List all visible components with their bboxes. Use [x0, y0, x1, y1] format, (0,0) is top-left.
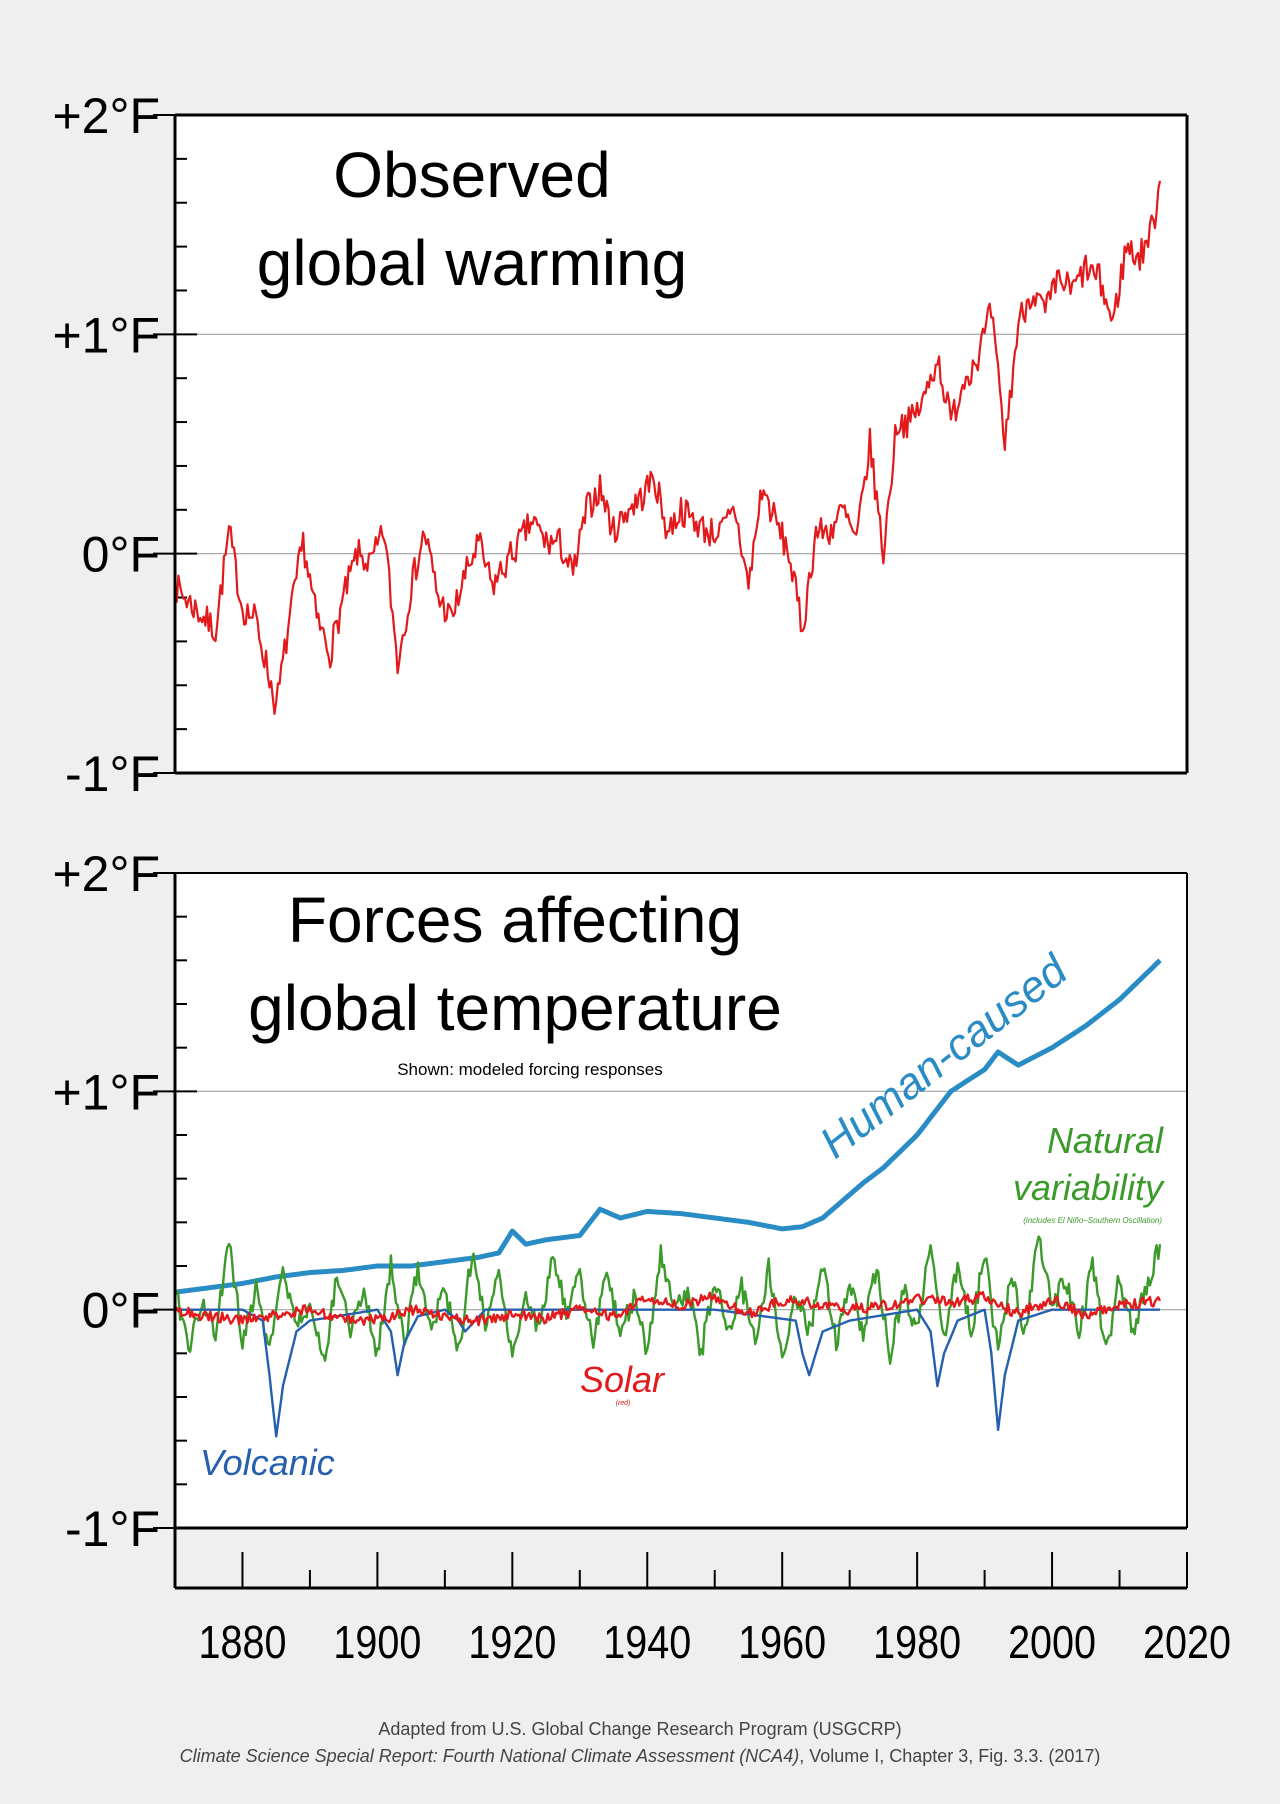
solar-series-line: [174, 1290, 1162, 1327]
x-tick-label: 2020: [1143, 1616, 1231, 1668]
solar-label: Solar: [580, 1359, 666, 1400]
natural-label-line1: Natural: [1047, 1120, 1164, 1161]
chart-title-line1: Forces affecting: [288, 884, 742, 956]
observed-warming-panel: +2°F +1°F 0°F -1°F Observed global warming: [52, 88, 1189, 802]
credit-line2: Climate Science Special Report: Fourth N…: [180, 1746, 1101, 1766]
x-tick-label: 2000: [1008, 1616, 1096, 1668]
forces-panel: +2°F +1°F 0°F -1°F Forces affecting global …: [52, 846, 1231, 1668]
y-tick-label: -1°F: [65, 746, 160, 802]
credit-citation: , Volume I, Chapter 3, Fig. 3.3. (2017): [799, 1746, 1100, 1766]
chart-title-line1: Observed: [333, 139, 610, 211]
credit-publication: Climate Science Special Report: Fourth N…: [180, 1746, 800, 1766]
y-tick-label: 0°F: [82, 527, 160, 583]
volcanic-label: Volcanic: [200, 1442, 335, 1483]
natural-label-note: (includes El Niño–Southern Oscillation): [1023, 1216, 1162, 1225]
solar-sublabel: (red): [616, 1400, 631, 1407]
x-tick-label: 1980: [873, 1616, 961, 1668]
y-tick-label: 0°F: [82, 1283, 160, 1339]
y-tick-label: -1°F: [65, 1501, 160, 1557]
x-tick-label: 1940: [603, 1616, 691, 1668]
y-tick-label: +2°F: [52, 846, 160, 902]
y-tick-label: +1°F: [52, 307, 160, 363]
x-tick-label: 1900: [333, 1616, 421, 1668]
x-tick-label: 1920: [468, 1616, 556, 1668]
y-tick-label: +2°F: [52, 88, 160, 144]
y-tick-label: +1°F: [52, 1064, 160, 1120]
credit-line1: Adapted from U.S. Global Change Research…: [378, 1719, 901, 1739]
plot-background: [175, 873, 1187, 1528]
natural-label-line2: variability: [1013, 1167, 1165, 1208]
observed-series-line: [174, 180, 1162, 716]
chart-title-line2: global temperature: [248, 972, 782, 1044]
x-tick-label: 1880: [198, 1616, 286, 1668]
chart-subtitle: Shown: modeled forcing responses: [397, 1060, 663, 1079]
human-caused-series-line: [174, 958, 1162, 1295]
natural-variability-series-line: [174, 1235, 1162, 1365]
plot-background: [175, 115, 1187, 773]
chart-title-line2: global warming: [257, 227, 687, 299]
x-tick-label: 1960: [738, 1616, 826, 1668]
